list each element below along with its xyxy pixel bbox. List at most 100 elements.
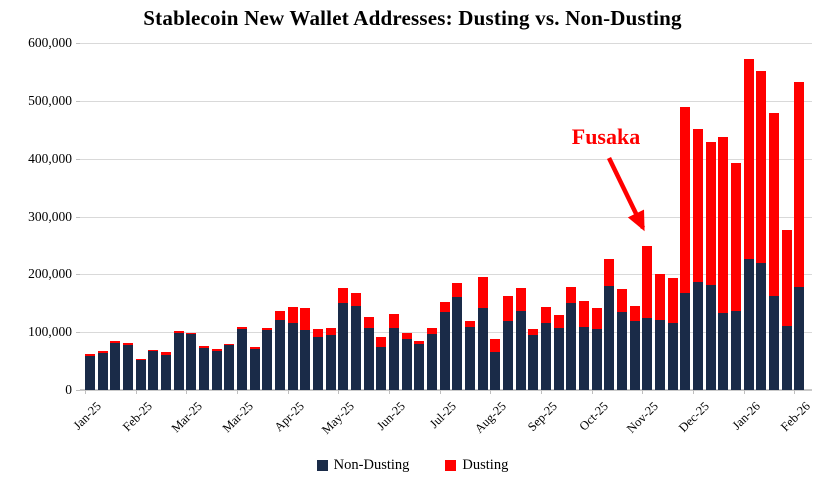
- bar-segment-dusting: [237, 326, 248, 329]
- stacked-bar: [718, 137, 729, 390]
- x-axis-label: Jul-25: [426, 399, 459, 431]
- bar-segment-non-dusting: [186, 334, 197, 390]
- bar-segment-dusting: [566, 287, 577, 303]
- bar-segment-non-dusting: [477, 308, 488, 390]
- stacked-bar: [161, 352, 172, 390]
- bar-segment-dusting: [642, 245, 653, 318]
- y-axis-tick: [76, 43, 80, 44]
- bar-segment-non-dusting: [465, 326, 476, 390]
- y-axis-label: 500,000: [28, 92, 72, 108]
- stacked-bar: [173, 331, 184, 390]
- bar-segment-dusting: [275, 310, 286, 321]
- y-gridline: [80, 216, 812, 218]
- bar-segment-dusting: [718, 137, 729, 313]
- bar-segment-non-dusting: [731, 310, 742, 390]
- bar-segment-non-dusting: [161, 354, 172, 390]
- stacked-bar: [389, 313, 400, 390]
- stacked-bar: [325, 328, 336, 390]
- bar-segment-dusting: [503, 296, 514, 321]
- stacked-bar: [211, 348, 222, 390]
- bar-segment-non-dusting: [591, 329, 602, 390]
- x-axis-tick: [85, 390, 86, 394]
- bar-segment-non-dusting: [604, 286, 615, 390]
- stacked-bar: [363, 317, 374, 390]
- bar-segment-dusting: [148, 349, 159, 352]
- x-axis-label: Jan-25: [70, 399, 104, 433]
- bar-segment-dusting: [135, 358, 146, 360]
- stacked-bar: [97, 350, 108, 390]
- y-axis-label: 100,000: [28, 324, 72, 340]
- stacked-bar: [249, 347, 260, 390]
- bar-segment-dusting: [465, 321, 476, 327]
- stacked-bar: [490, 339, 501, 390]
- stacked-bar: [262, 327, 273, 390]
- bar-segment-non-dusting: [743, 259, 754, 390]
- stacked-bar: [110, 340, 121, 390]
- stacked-bar: [794, 82, 805, 390]
- stacked-bar: [629, 306, 640, 390]
- bar-segment-dusting: [376, 337, 387, 348]
- stacked-bar: [465, 321, 476, 390]
- bar-segment-dusting: [629, 306, 640, 321]
- bar-segment-dusting: [110, 340, 121, 343]
- bar-segment-non-dusting: [135, 359, 146, 390]
- y-axis-tick: [76, 100, 80, 102]
- bar-segment-dusting: [338, 288, 349, 304]
- y-axis-tick: [76, 332, 80, 334]
- bar-segment-non-dusting: [389, 328, 400, 390]
- stacked-bar: [186, 332, 197, 390]
- bar-segment-dusting: [199, 346, 210, 348]
- bar-segment-dusting: [731, 162, 742, 311]
- y-axis-tick: [76, 216, 80, 218]
- bar-segment-dusting: [541, 306, 552, 323]
- bar-segment-non-dusting: [642, 317, 653, 390]
- bar-segment-non-dusting: [249, 348, 260, 390]
- x-axis-label: Sep-25: [524, 399, 560, 434]
- bar-segment-non-dusting: [85, 355, 96, 390]
- x-axis-label: Jun-25: [373, 399, 408, 433]
- x-axis-tick: [743, 390, 745, 394]
- bar-segment-non-dusting: [224, 345, 235, 390]
- x-axis-line: [80, 389, 812, 391]
- legend-label: Dusting: [462, 456, 509, 473]
- stacked-bar: [591, 308, 602, 390]
- stacked-bar: [452, 283, 463, 390]
- y-axis-tick: [76, 158, 80, 160]
- x-axis-label: Apr-25: [271, 399, 307, 435]
- stacked-bar: [756, 70, 767, 390]
- bar-segment-non-dusting: [199, 347, 210, 390]
- bar-segment-dusting: [186, 332, 197, 335]
- bar-segment-non-dusting: [363, 328, 374, 390]
- stacked-bar: [85, 354, 96, 390]
- bar-segment-non-dusting: [313, 336, 324, 390]
- bar-segment-non-dusting: [237, 328, 248, 390]
- bar-segment-dusting: [262, 327, 273, 330]
- bar-segment-non-dusting: [541, 322, 552, 390]
- bar-segment-non-dusting: [629, 320, 640, 390]
- bar-segment-dusting: [604, 258, 615, 287]
- stacked-bar: [351, 293, 362, 390]
- bar-segment-non-dusting: [680, 292, 691, 390]
- stacked-bar: [439, 301, 450, 390]
- x-axis-tick: [642, 390, 644, 394]
- y-axis-tick: [76, 390, 80, 391]
- bar-segment-dusting: [287, 306, 298, 323]
- bar-segment-dusting: [579, 300, 590, 327]
- bar-segment-non-dusting: [401, 339, 412, 390]
- bar-segment-dusting: [414, 341, 425, 345]
- bar-segment-dusting: [781, 229, 792, 326]
- bar-segment-dusting: [794, 82, 805, 288]
- x-axis-label: Aug-25: [472, 399, 510, 436]
- bar-segment-non-dusting: [617, 311, 628, 390]
- bar-segment-non-dusting: [515, 310, 526, 390]
- x-axis-tick: [693, 390, 694, 394]
- stacked-bar: [427, 328, 438, 390]
- stacked-bar: [604, 258, 615, 390]
- bar-segment-dusting: [427, 328, 438, 335]
- stacked-bar: [705, 142, 716, 390]
- y-axis-label: 0: [65, 382, 72, 397]
- stacked-bar: [313, 329, 324, 390]
- bar-segment-non-dusting: [287, 322, 298, 390]
- bar-segment-non-dusting: [756, 262, 767, 390]
